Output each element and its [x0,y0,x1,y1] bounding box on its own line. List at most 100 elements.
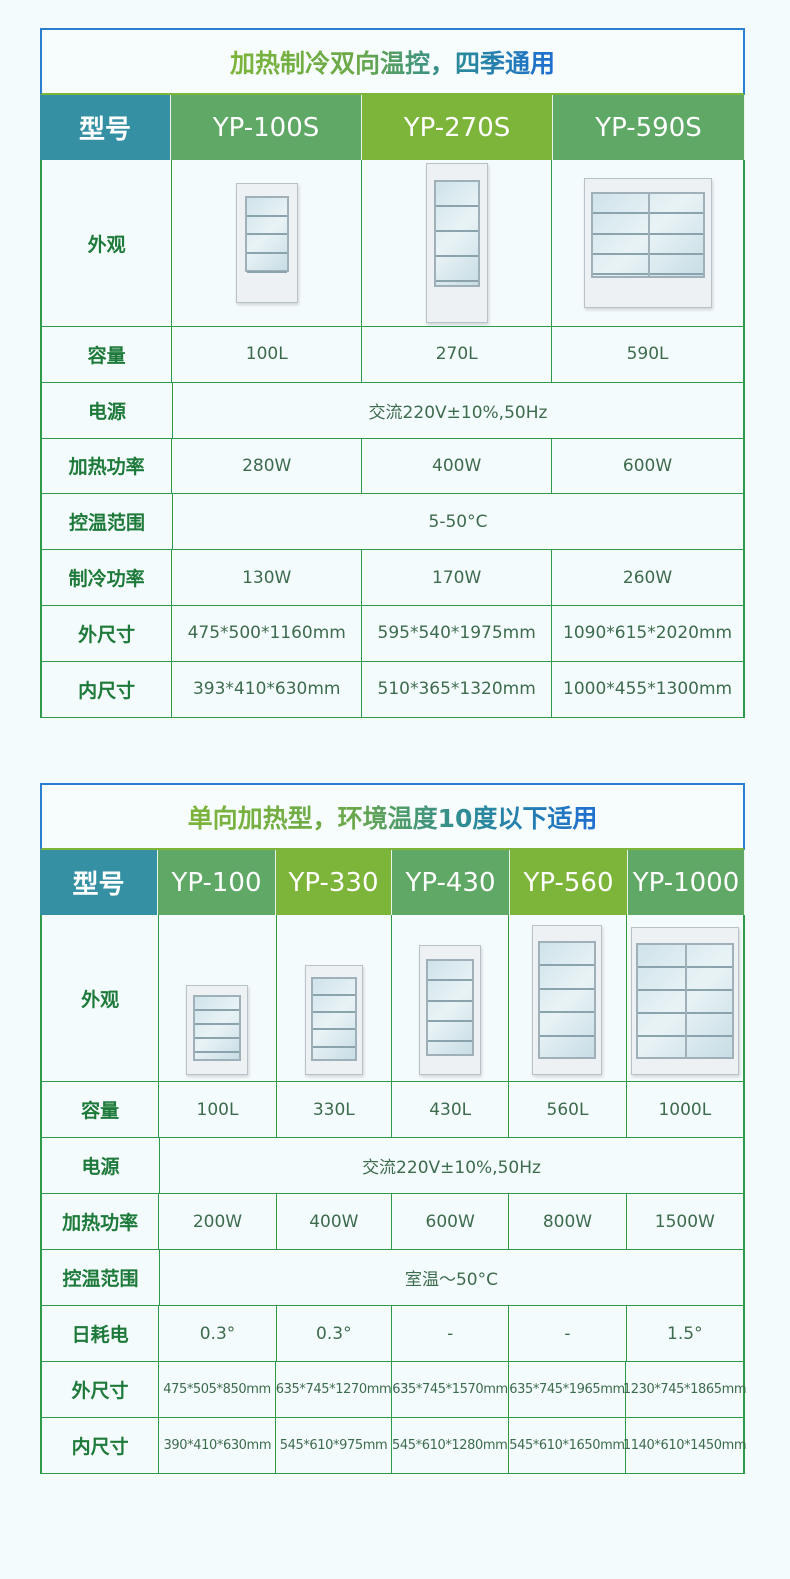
model-label-header: 型号 [40,95,171,160]
table-row: 容量 100L 270L 590L [40,327,745,383]
table-row: 控温范围 室温～50°C [40,1250,745,1306]
row-value: 590L [626,344,669,365]
fridge-image [235,183,298,303]
row-value: 600W [622,455,673,476]
row-value: 260W [622,567,673,588]
table-title: 单向加热型，环境温度10度以下适用 [40,783,745,850]
row-value: 交流220V±10%,50Hz [368,402,548,423]
row-value: 1230*745*1865mm [622,1382,747,1397]
row-value: 510*365*1320mm [362,661,553,717]
row-value: 100L [172,327,363,382]
row-label: 内尺寸 [42,1418,160,1473]
row-value: 100L [159,1082,277,1137]
row-value: 475*500*1160mm [172,605,363,661]
table-row: 日耗电 0.3° 0.3° - -1.5° [40,1306,745,1362]
table-row: 控温范围 5-50°C [40,494,745,551]
table-row: 内尺寸 390*410*630mm 545*610*975mm 545*610*128… [40,1418,747,1474]
row-value: 200W [159,1194,277,1249]
fridge-image [425,163,488,323]
row-value: 400W [277,1194,392,1249]
table-title-text: 加热制冷双向温控，四季通用 [230,44,555,80]
row-value: - [509,1306,627,1361]
table-row: 电源 交流220V±10%,50Hz [40,382,745,439]
row-value: 545*610*1280mm [392,1418,509,1473]
row-value: 635*745*1270mm [276,1362,392,1417]
row-label: 外观 [42,160,173,326]
model-header: YP-1000 [628,850,745,915]
fridge-image [419,945,482,1075]
row-label: 电源 [42,382,173,438]
row-label: 外观 [42,915,160,1081]
row-value: 5-50°C [428,511,488,532]
model-header: YP-430 [392,850,510,915]
row-label: 日耗电 [42,1306,160,1361]
row-value: 545*610*1650mm [509,1418,627,1473]
row-value: 170W [362,550,553,605]
row-label: 容量 [42,1082,160,1137]
row-label: 外尺寸 [42,1362,159,1417]
table-row: 内尺寸 393*410*630mm 510*365*1320mm 1000*455*1… [40,661,745,718]
model-header: YP-270S [362,95,553,160]
table-title: 加热制冷双向温控，四季通用 [40,28,745,95]
row-value: 400W [362,438,553,494]
row-value: 390*410*630mm [159,1418,277,1473]
fridge-image [630,927,739,1075]
row-label: 加热功率 [42,1194,160,1249]
row-value: 交流220V±10%,50Hz [362,1158,541,1178]
row-value: 1140*610*1450mm [622,1438,747,1453]
row-label: 容量 [42,327,173,382]
fridge-image [186,985,249,1075]
row-label: 电源 [42,1138,160,1193]
row-label: 控温范围 [42,1250,160,1305]
row-value: 635*745*1965mm [509,1362,626,1417]
row-value: 545*610*975mm [276,1418,392,1473]
fridge-image [304,965,363,1075]
row-value: 1000L [658,1099,712,1120]
model-header: YP-100S [171,95,362,160]
row-value: 270L [362,327,553,382]
table-row: 加热功率 200W 400W 600W 800W 1500W [40,1194,745,1250]
model-header: YP-330 [276,850,392,915]
row-value: 330L [277,1082,392,1137]
table-row: 外观 [40,160,745,327]
table-row: 制冷功率 130W 170W 260W [40,550,745,606]
row-value: 280W [172,438,363,494]
row-label: 制冷功率 [42,550,173,605]
row-value: 0.3° [277,1306,392,1361]
row-value: 1000*455*1300mm [563,679,733,700]
spec-table-heating-only: 单向加热型，环境温度10度以下适用 型号 YP-100 YP-330 YP-430 YP-… [40,783,747,1474]
table-row: 加热功率 280W 400W 600W [40,438,745,495]
model-label-header: 型号 [40,850,158,915]
row-label: 内尺寸 [42,661,173,717]
table-title-text: 单向加热型，环境温度10度以下适用 [188,799,598,835]
model-header: YP-100 [158,850,276,915]
row-label: 外尺寸 [42,605,173,661]
header-row: 型号 YP-100S YP-270S YP-590S [40,95,745,160]
table-row: 电源 交流220V±10%,50Hz [40,1138,745,1194]
row-value: 635*745*1570mm [392,1362,509,1417]
table-row: 外观 [40,915,745,1082]
model-header: YP-560 [510,850,628,915]
row-value: 室温～50°C [404,1270,498,1290]
row-value: 1090*615*2020mm [563,623,733,644]
fridge-image [583,178,712,308]
table-row: 容量 100L 330L 430L 560L 1000L [40,1082,745,1138]
row-value: 130W [172,550,363,605]
row-label: 加热功率 [42,438,173,494]
spec-table-heating-cooling: 加热制冷双向温控，四季通用 型号 YP-100S YP-270S YP-590S 外观 容量… [40,28,745,718]
row-value: - [392,1306,510,1361]
row-value: 595*540*1975mm [362,605,553,661]
row-value: 800W [509,1194,627,1249]
row-value: 1.5° [667,1323,703,1344]
row-label: 控温范围 [42,494,173,550]
table-row: 外尺寸 475*500*1160mm 595*540*1975mm 1090*615*… [40,605,745,662]
row-value: 0.3° [159,1306,277,1361]
header-row: 型号 YP-100 YP-330 YP-430 YP-560 YP-1000 [40,850,745,915]
fridge-image [532,925,603,1075]
model-header: YP-590S [553,95,745,160]
row-value: 560L [509,1082,627,1137]
row-value: 430L [392,1082,510,1137]
row-value: 475*505*850mm [159,1362,276,1417]
row-value: 393*410*630mm [172,661,363,717]
row-value: 1500W [654,1211,715,1232]
